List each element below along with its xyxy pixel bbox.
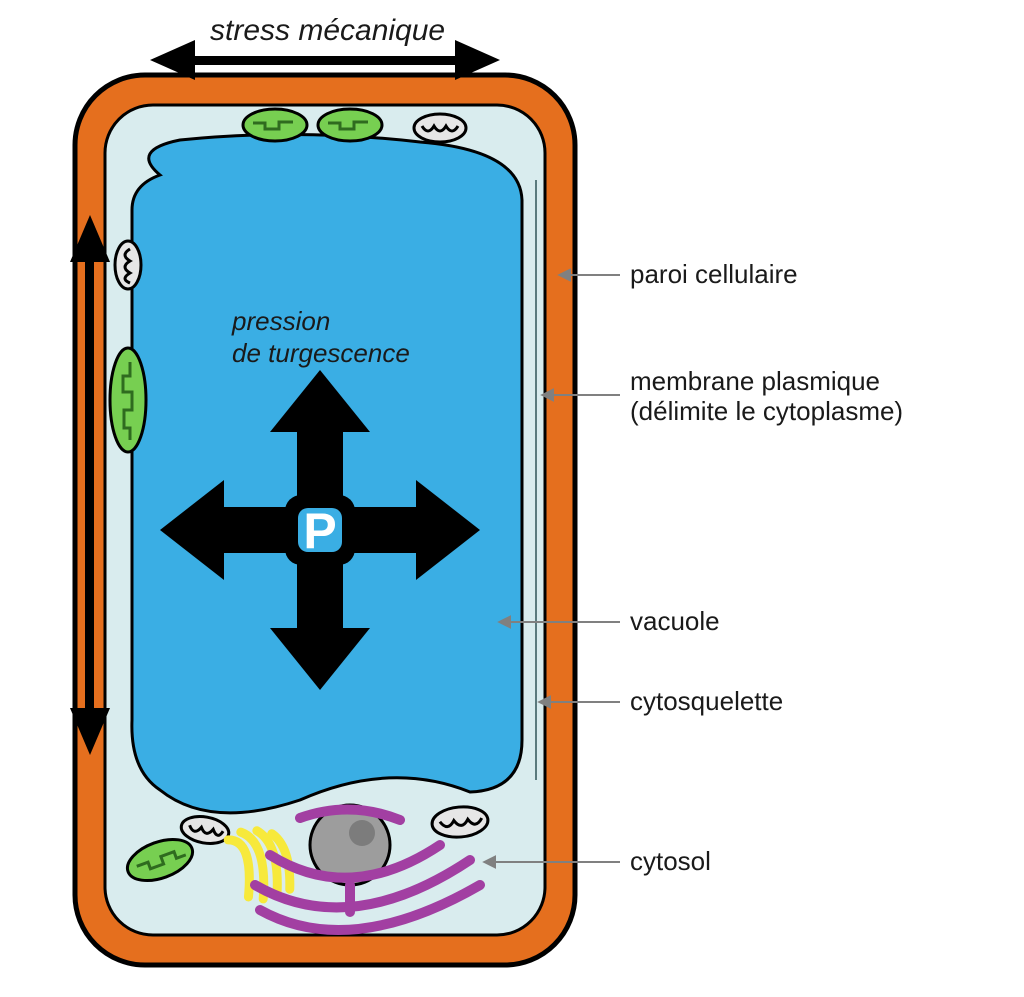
title-label: stress mécanique	[210, 14, 445, 47]
callout-paroi: paroi cellulaire	[630, 259, 798, 289]
chloroplast-icon	[318, 109, 382, 141]
chloroplast-icon	[110, 348, 146, 452]
chloroplast-icon	[243, 109, 307, 141]
turgor-label-line1: pression	[231, 306, 330, 336]
p-letter: P	[303, 503, 336, 559]
plant-cell-diagram: P pression de turgescence stress mécaniq…	[0, 0, 1024, 997]
turgor-label-line2: de turgescence	[232, 338, 410, 368]
callout-membrane1: membrane plasmique	[630, 366, 880, 396]
callout-cytosq: cytosquelette	[630, 686, 783, 716]
mitochondrion-icon	[414, 114, 466, 142]
callout-vacuole: vacuole	[630, 606, 720, 636]
mitochondrion-icon	[115, 241, 141, 289]
callout-cytosol: cytosol	[630, 846, 711, 876]
callout-membrane2: (délimite le cytoplasme)	[630, 396, 903, 426]
